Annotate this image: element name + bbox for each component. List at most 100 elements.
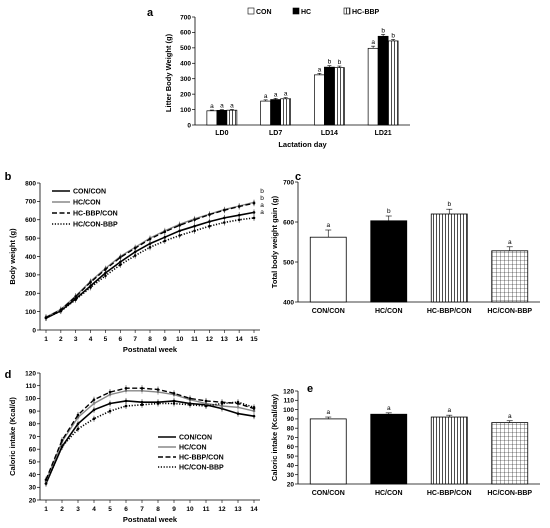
x-category-label-e: HC/CON xyxy=(375,490,403,497)
panel-label-c: c xyxy=(295,171,301,183)
panel-label-e: e xyxy=(307,383,313,395)
significance-label-a: b xyxy=(391,32,395,39)
y-tick-label-d: 90 xyxy=(29,408,37,415)
legend-label-a: CON xyxy=(256,9,272,16)
x-tick-label-d: 5 xyxy=(108,506,112,513)
x-tick-label-b: 5 xyxy=(104,336,108,343)
series-line-b-HC/CON-BBP xyxy=(45,217,255,319)
legend-swatch-a xyxy=(343,7,351,15)
x-tick-label-d: 2 xyxy=(60,506,64,513)
bar-c xyxy=(309,236,347,303)
y-tick-label-b: 700 xyxy=(25,199,36,206)
y-tick-label-e: 90 xyxy=(287,416,295,423)
legend-label-d: HC/CON-BBP xyxy=(179,464,224,471)
x-tick-label-b: 8 xyxy=(148,336,152,343)
x-axis-title-b: Postnatal week xyxy=(123,345,178,354)
y-tick-label-b: 500 xyxy=(25,235,36,242)
series-line-d-HC/CON xyxy=(45,390,255,482)
y-axis-title-b: Body weight (g) xyxy=(8,228,17,285)
x-tick-label-b: 9 xyxy=(163,336,167,343)
significance-label-a: a xyxy=(264,93,268,100)
y-axis-title-e: Caloric intake (Kcal/day) xyxy=(270,393,279,481)
significance-label-e: a xyxy=(508,413,512,420)
bar-c xyxy=(370,220,408,303)
panel-label-a: a xyxy=(147,7,154,19)
x-category-label-c: HC-BBP/CON xyxy=(427,308,472,315)
y-tick-label-e: 60 xyxy=(287,444,295,451)
y-tick-label-b: 100 xyxy=(25,309,36,316)
x-tick-label-d: 7 xyxy=(140,506,144,513)
bar-c xyxy=(430,213,468,303)
y-tick-label-a: 200 xyxy=(180,91,191,98)
y-tick-label-a: 700 xyxy=(180,14,191,21)
x-tick-label-b: 4 xyxy=(89,336,93,343)
y-tick-label-b: 800 xyxy=(25,180,36,187)
significance-label-a: b xyxy=(381,27,385,34)
y-tick-label-e: 80 xyxy=(287,426,295,433)
x-tick-label-d: 1 xyxy=(44,506,48,513)
legend-label-b: HC/CON-BBP xyxy=(73,221,118,228)
bar-a-HC-BBP xyxy=(226,109,238,126)
bar-a-CON xyxy=(260,100,271,126)
x-tick-label-d: 8 xyxy=(156,506,160,513)
series-line-d-CON/CON xyxy=(45,400,255,484)
bar-a-CON xyxy=(206,110,218,126)
x-tick-label-d: 9 xyxy=(172,506,176,513)
x-tick-label-b: 10 xyxy=(176,336,184,343)
x-tick-label-d: 14 xyxy=(250,506,258,513)
x-category-label-a: LD7 xyxy=(269,130,282,137)
bar-a-HC xyxy=(270,99,281,126)
x-category-label-c: CON/CON xyxy=(312,308,345,315)
y-tick-label-b: 400 xyxy=(25,254,36,261)
y-tick-label-e: 100 xyxy=(283,407,294,414)
x-category-label-a: LD21 xyxy=(375,130,392,137)
significance-label-c: b xyxy=(447,201,451,208)
y-axis-title-d: Caloric intake (Kcal/d) xyxy=(8,397,17,476)
x-category-label-e: HC-BBP/CON xyxy=(427,490,472,497)
x-category-label-a: LD0 xyxy=(215,130,228,137)
panel-label-d: d xyxy=(5,369,12,381)
legend-label-b: HC/CON xyxy=(73,199,101,206)
bar-e xyxy=(491,422,529,485)
y-tick-label-d: 50 xyxy=(29,459,37,466)
x-tick-label-d: 6 xyxy=(124,506,128,513)
y-tick-label-a: 0 xyxy=(187,122,191,129)
x-tick-label-d: 13 xyxy=(234,506,242,513)
y-tick-label-d: 30 xyxy=(29,485,37,492)
significance-label-a: a xyxy=(210,103,214,110)
x-tick-label-b: 3 xyxy=(74,336,78,343)
x-tick-label-b: 11 xyxy=(191,336,198,343)
bar-c xyxy=(491,250,529,303)
legend-label-d: HC-BBP/CON xyxy=(179,454,224,461)
significance-label-a: a xyxy=(284,91,288,98)
x-tick-label-d: 4 xyxy=(92,506,96,513)
y-tick-label-e: 50 xyxy=(287,453,295,460)
significance-label-a: b xyxy=(328,59,332,66)
y-tick-label-e: 110 xyxy=(284,398,295,405)
significance-label-e: a xyxy=(387,405,391,412)
x-tick-label-b: 6 xyxy=(118,336,122,343)
y-tick-label-d: 110 xyxy=(26,383,37,390)
y-axis-title-a: Litter Body Weight (g) xyxy=(164,33,173,112)
bar-a-HC-BBP xyxy=(334,67,345,126)
x-tick-label-b: 14 xyxy=(236,336,244,343)
x-category-label-e: CON/CON xyxy=(312,490,345,497)
significance-label-a: a xyxy=(274,91,278,98)
y-tick-label-e: 30 xyxy=(287,472,295,479)
x-category-label-e: HC/CON-BBP xyxy=(487,490,532,497)
y-tick-label-d: 70 xyxy=(29,434,37,441)
legend-label-d: HC/CON xyxy=(179,444,207,451)
x-tick-label-d: 11 xyxy=(203,506,210,513)
y-tick-label-d: 100 xyxy=(25,396,36,403)
significance-label-e: a xyxy=(326,409,330,416)
significance-label-a: a xyxy=(318,66,322,73)
x-axis-title-a: Lactation day xyxy=(278,140,327,149)
significance-label-b: a xyxy=(260,209,264,216)
x-category-label-c: HC/CON-BBP xyxy=(487,308,532,315)
y-tick-label-d: 120 xyxy=(25,370,36,377)
y-tick-label-d: 80 xyxy=(29,421,37,428)
y-tick-label-c: 400 xyxy=(283,299,294,306)
significance-label-a: b xyxy=(338,59,342,66)
bar-a-HC xyxy=(377,35,389,126)
